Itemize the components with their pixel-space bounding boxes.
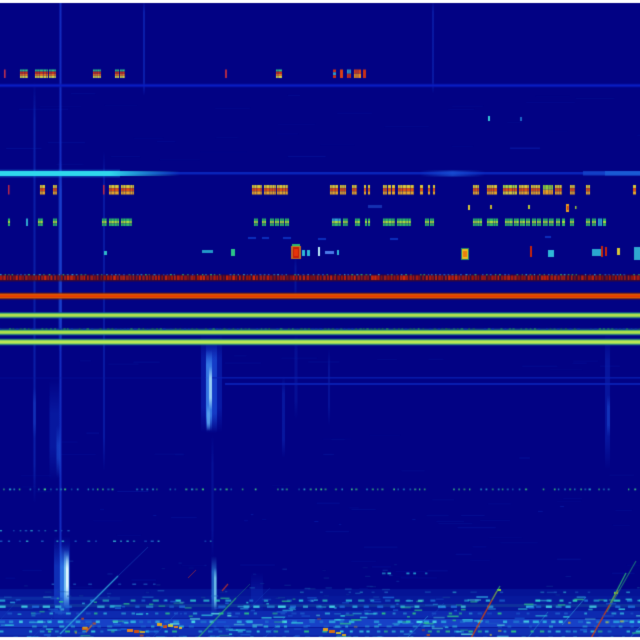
spectrogram-heatmap-canvas xyxy=(0,0,640,640)
spectrogram-view xyxy=(0,0,640,640)
